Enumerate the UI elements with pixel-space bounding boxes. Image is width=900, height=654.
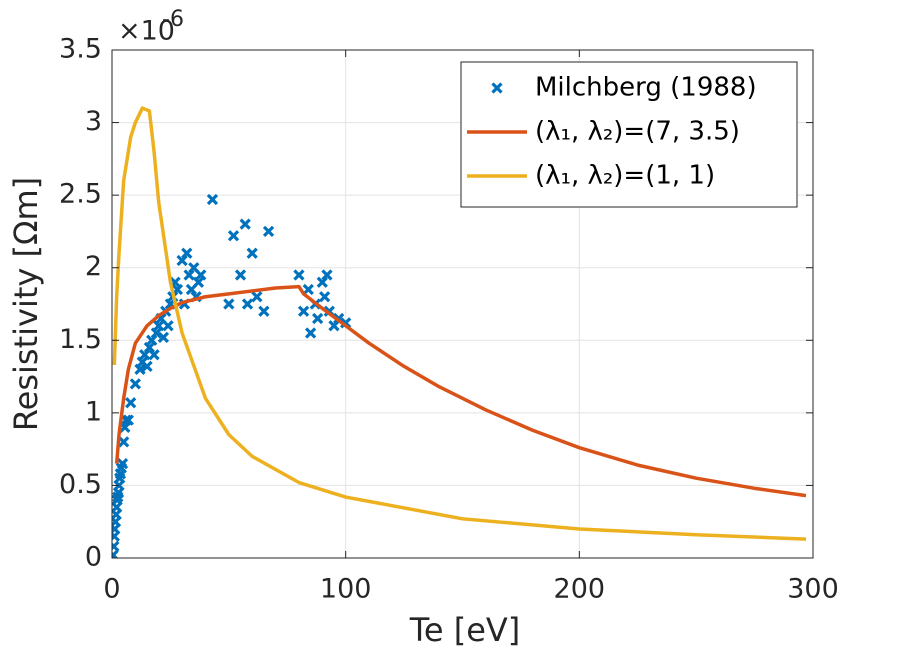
scatter-point (176, 254, 188, 267)
scatter-point (302, 283, 314, 296)
y-tick-label: 2.5 (59, 179, 102, 210)
scatter-point (129, 378, 141, 390)
scatter-point (241, 298, 254, 310)
scatter-point (227, 230, 240, 242)
scatter-point (143, 341, 156, 354)
scatter-point (192, 276, 205, 288)
x-tick-label: 300 (787, 574, 839, 605)
scatter-point (195, 269, 207, 281)
scatter-point (251, 291, 263, 303)
scatter-point (239, 218, 251, 230)
legend-label: Milchberg (1988) (535, 73, 757, 103)
legend-label: (λ₁, λ₂)=(7, 3.5) (535, 117, 740, 147)
y-multiplier-base: ×10 (118, 16, 175, 47)
scatter-point (297, 305, 310, 317)
scatter-point (146, 334, 158, 346)
scatter-point (157, 331, 170, 344)
line-series (112, 106, 807, 541)
y-tick-label: 0 (85, 542, 102, 573)
scatter-point (181, 247, 193, 259)
legend-marker (491, 82, 503, 94)
scatter-point (112, 540, 120, 553)
scatter-point (162, 320, 174, 332)
scatter-point (311, 312, 324, 325)
line-series (114, 284, 807, 498)
legend-box (460, 61, 798, 208)
scatter-point (319, 291, 331, 303)
scatter-point (304, 327, 317, 339)
scatter-point (153, 320, 165, 332)
scatter-point (321, 269, 333, 281)
scatter-point (293, 269, 305, 281)
scatter-point (139, 349, 151, 361)
scatter-point (141, 360, 153, 373)
scatter-point (234, 269, 247, 281)
scatter-point (262, 225, 275, 238)
scatter-point (246, 247, 258, 259)
y-tick-label: 3 (85, 106, 102, 137)
y-tick-label: 0.5 (59, 469, 102, 500)
y-axis-label: Resistivity [Ωm] (7, 177, 45, 431)
scatter-point (118, 436, 130, 448)
scatter-point (206, 193, 219, 206)
scatter-point (122, 414, 134, 426)
y-tick-label: 2 (85, 251, 102, 282)
scatter-point (183, 269, 195, 281)
scatter-point (223, 298, 235, 310)
x-tick-label: 100 (320, 574, 372, 605)
y-tick-label: 1 (85, 396, 102, 427)
scatter-point (150, 327, 163, 339)
x-axis-label: Te [eV] (409, 611, 521, 649)
y-multiplier-exponent: -6 (162, 7, 184, 32)
plot-area (112, 106, 807, 558)
scatter-point (328, 320, 340, 332)
scatter-point (112, 549, 119, 558)
scatter-point (316, 276, 328, 288)
scatter-point (148, 349, 160, 361)
scatter-point (134, 363, 146, 375)
x-tick-label: 0 (103, 574, 120, 605)
scatter-point (116, 458, 129, 470)
scatter-point (258, 305, 270, 317)
scatter-point (125, 397, 137, 409)
legend-label: (λ₁, λ₂)=(1, 1) (535, 161, 715, 191)
x-tick-label: 200 (554, 574, 606, 605)
y-tick-label: 1.5 (59, 324, 102, 355)
y-tick-label: 3.5 (59, 34, 102, 65)
axes-box (111, 49, 814, 559)
